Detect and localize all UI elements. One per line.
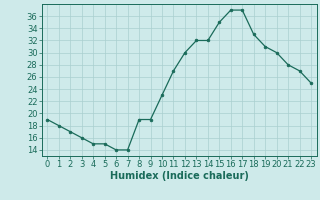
X-axis label: Humidex (Indice chaleur): Humidex (Indice chaleur): [110, 171, 249, 181]
